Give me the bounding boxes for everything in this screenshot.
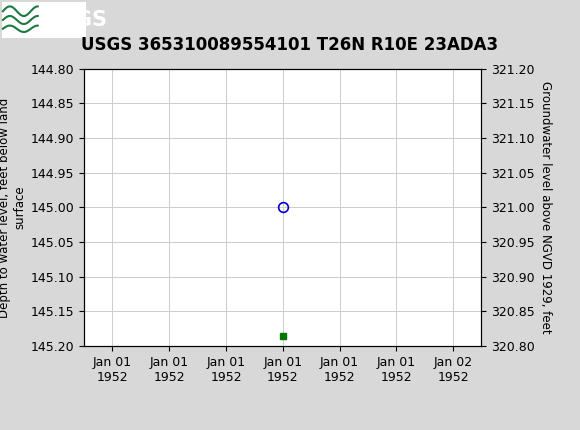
Text: USGS 365310089554101 T26N R10E 23ADA3: USGS 365310089554101 T26N R10E 23ADA3 [81, 36, 499, 54]
Y-axis label: Depth to water level, feet below land
surface: Depth to water level, feet below land su… [0, 97, 27, 318]
Legend: Period of approved data: Period of approved data [184, 425, 382, 430]
Text: USGS: USGS [44, 10, 107, 30]
Bar [2, 3, 86, 37]
Y-axis label: Groundwater level above NGVD 1929, feet: Groundwater level above NGVD 1929, feet [539, 81, 552, 334]
